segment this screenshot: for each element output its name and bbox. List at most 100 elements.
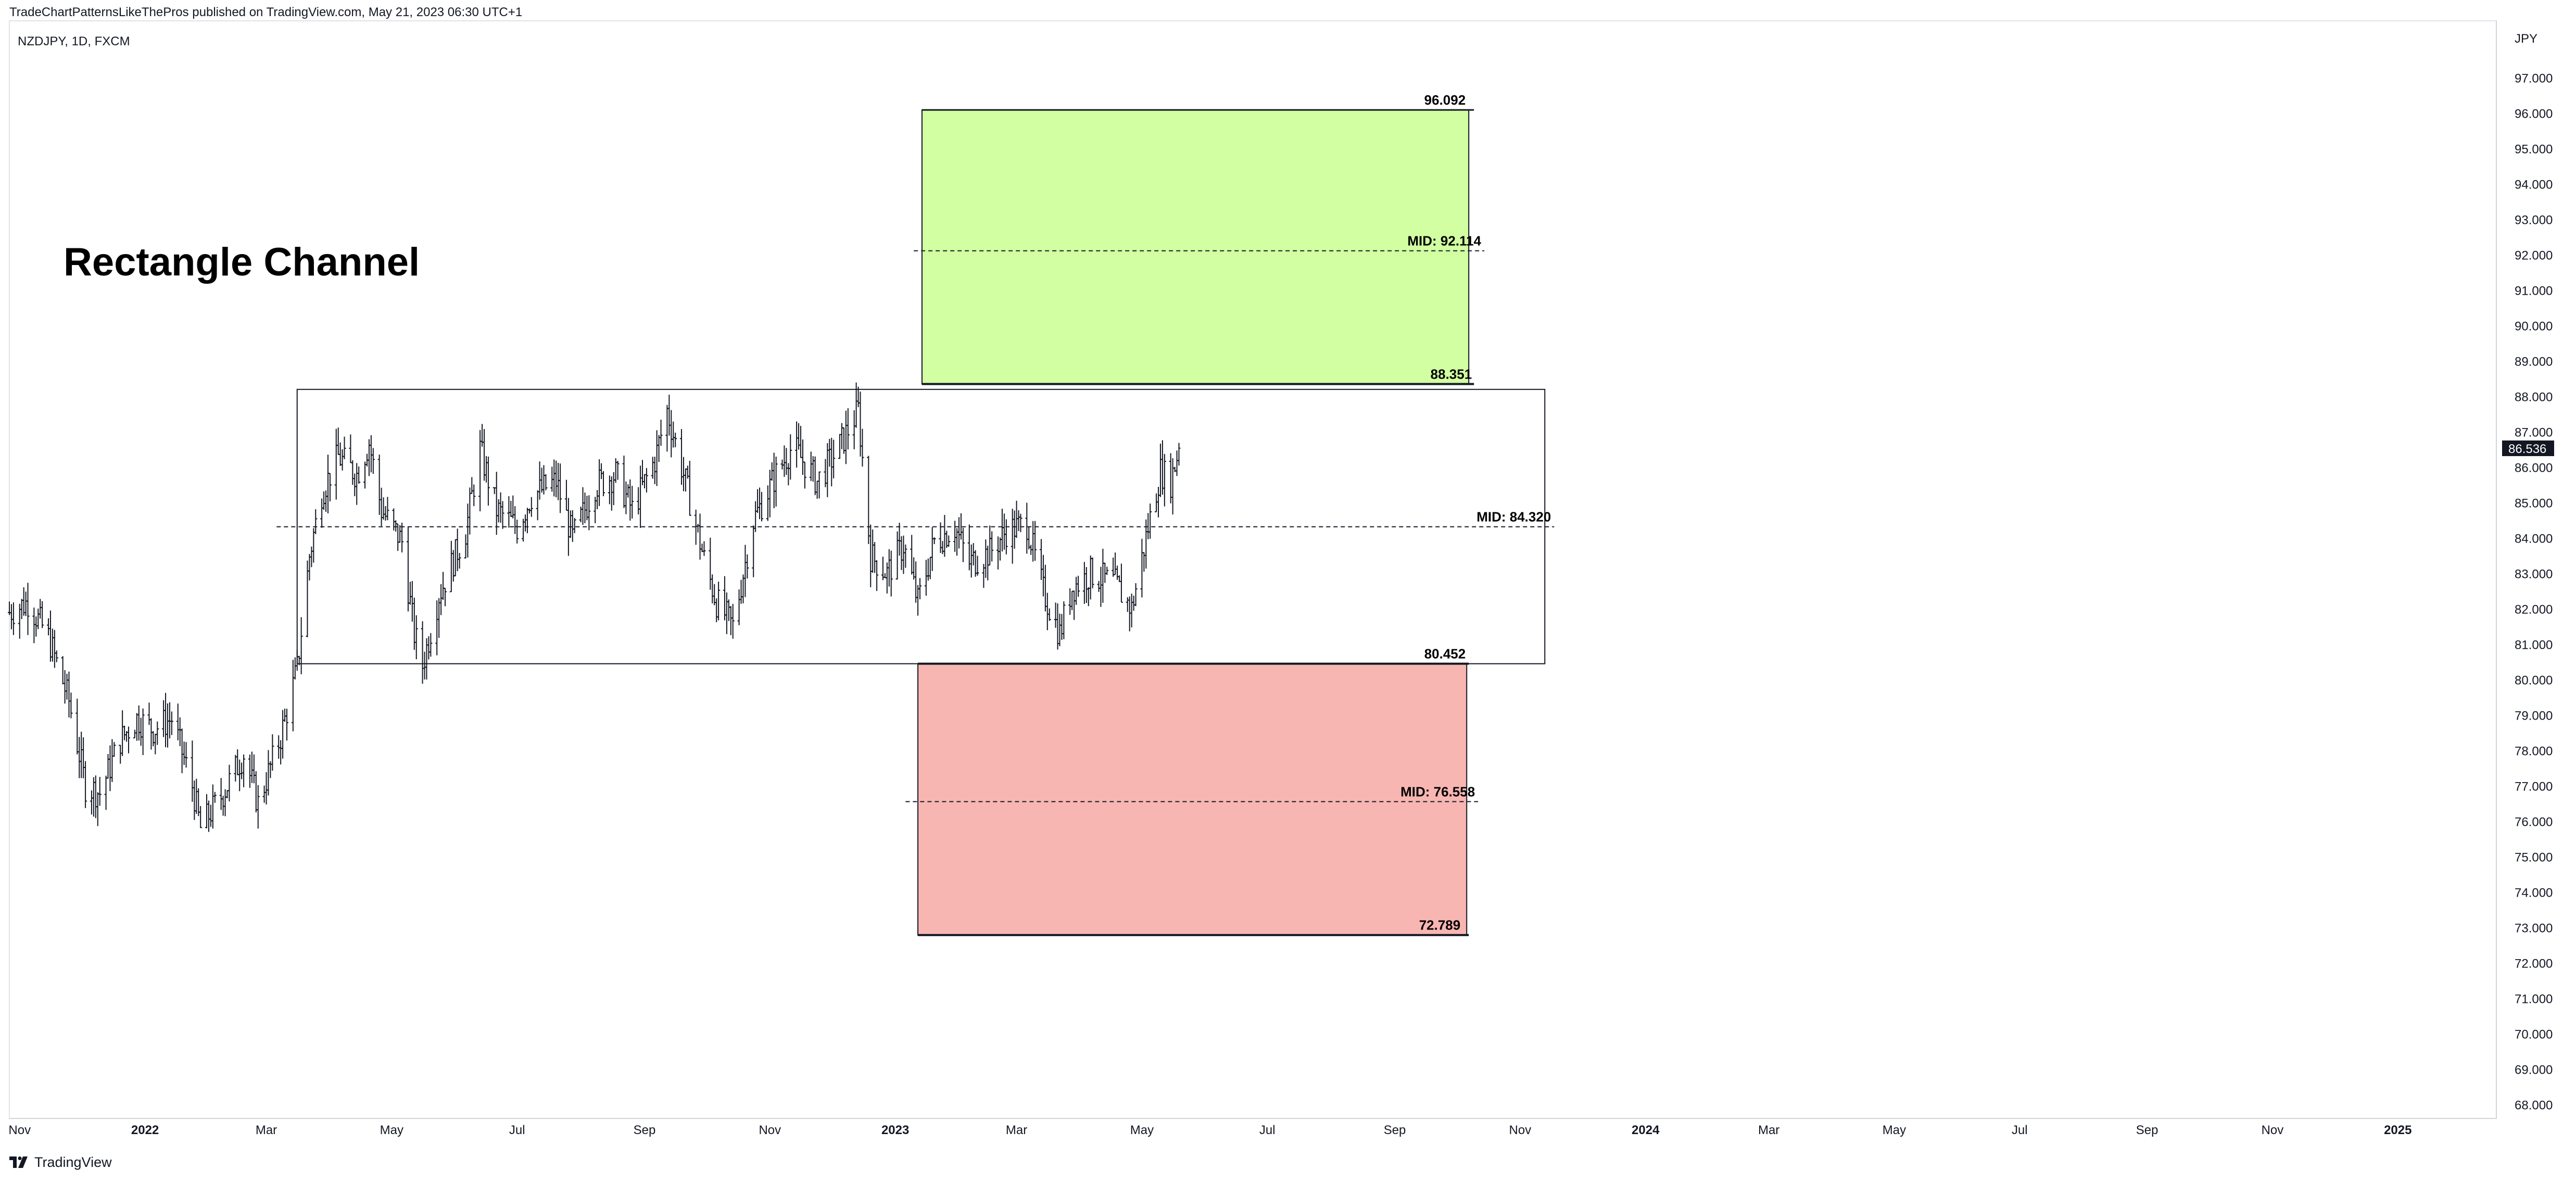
- ohlc-bar: [240, 762, 244, 779]
- x-tick-label: Sep: [2136, 1123, 2158, 1137]
- last-price-value: 86.536: [2508, 442, 2546, 456]
- ohlc-bar: [674, 432, 677, 447]
- ohlc-bar: [1101, 548, 1105, 603]
- ohlc-bar: [406, 526, 410, 612]
- y-tick-label: 78.000: [2515, 744, 2553, 758]
- y-tick-label: 77.000: [2515, 779, 2553, 794]
- ohlc-bar: [180, 728, 184, 773]
- ohlc-bar: [918, 578, 922, 599]
- ohlc-bar: [328, 473, 332, 501]
- ohlc-bar: [104, 775, 108, 810]
- ohlc-bar: [772, 452, 776, 509]
- ohlc-bar: [20, 599, 23, 619]
- ohlc-bar: [780, 459, 784, 470]
- ohlc-bar: [665, 405, 669, 452]
- ohlc-bar: [320, 498, 324, 528]
- symbol-info[interactable]: NZDJPY, 1D, FXCM: [18, 34, 130, 48]
- ohlc-bar: [1058, 613, 1062, 647]
- ohlc-bar: [1126, 597, 1129, 612]
- ohlc-bar: [696, 523, 700, 533]
- ohlc-bar: [423, 651, 426, 680]
- ohlc-bar: [497, 499, 500, 523]
- ohlc-bar: [26, 583, 30, 635]
- ohlc-bar: [529, 497, 533, 517]
- ohlc-bar: [425, 638, 428, 680]
- ohlc-bar: [1089, 555, 1092, 600]
- ohlc-bar: [36, 608, 40, 630]
- ohlc-bar: [1072, 590, 1076, 620]
- ohlc-bar: [11, 602, 15, 635]
- ohlc-bar: [869, 524, 873, 587]
- ohlc-bar: [513, 506, 517, 534]
- y-tick-label: 73.000: [2515, 921, 2553, 935]
- ohlc-bar: [377, 454, 381, 515]
- ohlc-bar: [355, 463, 359, 505]
- ohlc-bar: [559, 463, 562, 513]
- ohlc-bar: [295, 650, 299, 671]
- ohlc-bar: [338, 442, 342, 466]
- ohlc-bar: [996, 536, 1000, 570]
- ohlc-bar: [926, 558, 930, 581]
- x-tick-label: Mar: [256, 1123, 277, 1137]
- ohlc-bar: [898, 522, 901, 556]
- ohlc-bar: [585, 496, 589, 521]
- ohlc-bar: [271, 734, 274, 771]
- ohlc-bar: [924, 560, 928, 596]
- ohlc-bar: [121, 710, 124, 757]
- ohlc-bar: [283, 708, 287, 722]
- ohlc-bar: [527, 508, 531, 514]
- ohlc-bar: [630, 486, 634, 519]
- ohlc-bar: [1160, 440, 1164, 495]
- ohlc-bar: [953, 521, 957, 552]
- ohlc-bar: [828, 438, 831, 467]
- x-tick-label: Sep: [1384, 1123, 1406, 1137]
- ohlc-bar: [684, 468, 687, 492]
- tradingview-brand[interactable]: TradingView: [34, 1154, 112, 1170]
- ohlc-bar: [123, 725, 127, 740]
- tradingview-logo-icon[interactable]: [9, 1156, 28, 1168]
- ohlc-bar: [1025, 502, 1029, 554]
- ohlc-bar: [525, 508, 529, 534]
- ohlc-bar: [602, 471, 605, 496]
- ohlc-bar: [774, 456, 778, 507]
- ohlc-bar: [1075, 576, 1078, 605]
- ohlc-bar: [1047, 608, 1051, 621]
- ohlc-bar: [766, 485, 769, 521]
- ohlc-bar: [815, 480, 819, 499]
- ohlc-bar: [612, 472, 615, 506]
- ohlc-bar: [168, 702, 171, 739]
- ohlc-bar: [22, 587, 26, 616]
- y-tick-label: 75.000: [2515, 850, 2553, 864]
- y-tick-label: 72.000: [2515, 957, 2553, 971]
- y-tick-label: 92.000: [2515, 248, 2553, 262]
- ohlc-bar: [195, 778, 198, 814]
- y-tick-label: 93.000: [2515, 213, 2553, 227]
- ohlc-bar: [306, 560, 309, 637]
- ohlc-bar: [326, 455, 330, 513]
- ohlc-bar: [211, 784, 214, 829]
- ohlc-bar: [608, 475, 611, 505]
- ohlc-bar: [495, 472, 498, 535]
- ohlc-bar: [914, 561, 918, 603]
- ohlc-bar: [67, 671, 71, 718]
- ohlc-bar: [912, 557, 916, 580]
- ohlc-bar: [63, 670, 67, 704]
- ohlc-bar: [729, 606, 733, 635]
- ohlc-bar: [1155, 493, 1158, 512]
- ohlc-bar: [614, 458, 617, 483]
- chart-panes: [9, 20, 2497, 1119]
- y-tick-label: 83.000: [2515, 567, 2553, 581]
- ohlc-bar: [178, 717, 182, 746]
- ohlc-bar: [293, 657, 297, 680]
- x-tick-label: 2022: [131, 1123, 159, 1137]
- ohlc-bar: [536, 490, 539, 521]
- ohlc-bar: [1041, 555, 1045, 597]
- ohlc-bar: [731, 603, 735, 639]
- ohlc-bar: [1130, 594, 1133, 627]
- ohlc-bar: [1134, 583, 1138, 607]
- ohlc-bar: [787, 463, 790, 485]
- ohlc-bar: [622, 455, 626, 508]
- ohlc-bar: [108, 745, 112, 791]
- y-tick-label: 68.000: [2515, 1098, 2553, 1112]
